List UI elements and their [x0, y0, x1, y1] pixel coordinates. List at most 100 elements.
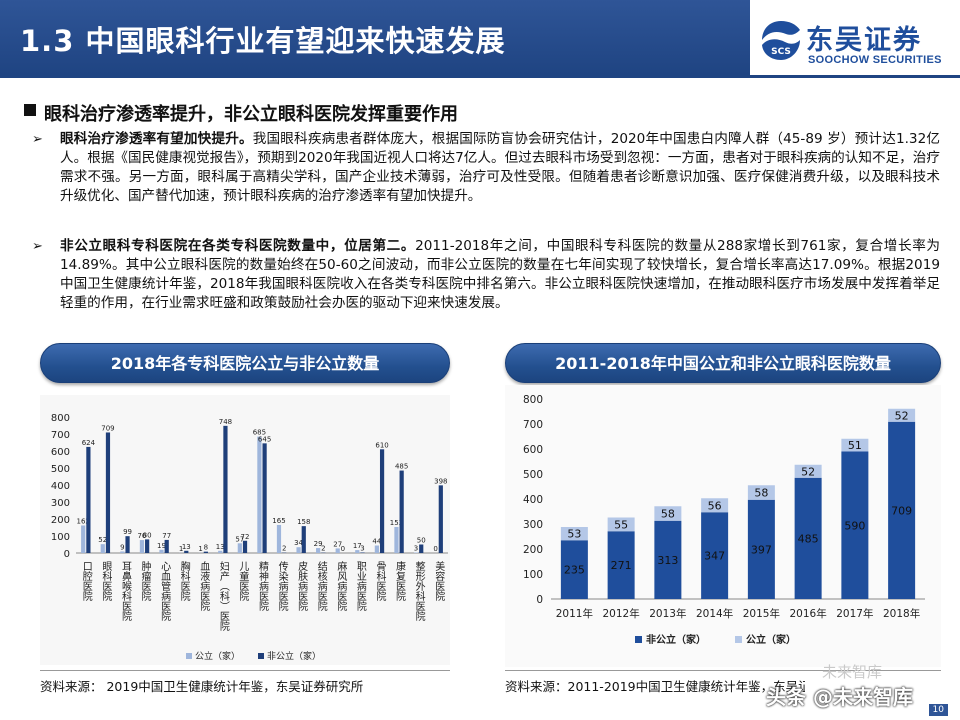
bar-public	[276, 524, 282, 553]
bar-public	[316, 548, 321, 553]
data-label: 52	[98, 536, 107, 544]
y-tick-label: 700	[51, 430, 70, 441]
x-tick-label: 2017年	[836, 607, 873, 620]
x-tick-label: 整形外科医院	[413, 560, 425, 622]
data-label: 313	[657, 554, 678, 567]
watermark: 未来智库 头条 @未来智库	[762, 663, 960, 713]
data-label: 77	[162, 532, 171, 540]
x-tick-label: 2015年	[743, 607, 780, 620]
bar-private	[223, 425, 228, 553]
data-label: 347	[704, 550, 725, 563]
x-tick-label: 2014年	[696, 607, 733, 620]
bar-private	[242, 540, 248, 553]
bar-private	[86, 446, 91, 553]
data-label: 29	[314, 540, 323, 548]
data-label: 709	[101, 424, 114, 432]
data-label: 485	[798, 532, 819, 545]
data-label: 1	[179, 545, 183, 553]
legend-label: 非公立（家）	[646, 633, 706, 646]
x-tick-label: 皮肤病医院	[296, 560, 308, 612]
left-chart-title: 2018年各专科医院公立与非公立数量	[40, 343, 450, 383]
data-label: 52	[801, 465, 815, 478]
x-tick-label: 妇产（科）医院	[217, 560, 229, 632]
logo-mark-icon: SCS	[762, 21, 800, 60]
y-tick-label: 500	[523, 469, 543, 481]
data-label: 2	[321, 545, 325, 553]
bar-public	[218, 550, 223, 553]
header-banner: 1.3 中国眼科行业有望迎来快速发展	[0, 0, 750, 75]
x-tick-label: 2013年	[649, 607, 686, 620]
data-label: 52	[895, 409, 909, 422]
bar-public	[841, 438, 869, 452]
bar-private	[125, 536, 130, 553]
x-tick-label: 口腔医院	[80, 561, 92, 602]
legend-label: 非公立（家）	[267, 650, 321, 662]
data-label: 0	[341, 545, 345, 553]
x-tick-label: 骨科医院	[374, 561, 386, 602]
data-label: 57	[235, 535, 244, 543]
data-label: 80	[143, 531, 152, 539]
right-source-note: 资料来源：2011-2019中国卫生健康统计年鉴，东吴证券研究所	[505, 679, 805, 694]
y-tick-label: 200	[51, 515, 70, 526]
paragraph-penetration: 眼科治疗渗透率有望加快提升。我国眼科疾病患者群体庞大，根据国际防盲协会研究估计，…	[60, 130, 940, 206]
bar-private	[379, 449, 385, 553]
section-title: 眼科治疗渗透率提升，非公立眼科医院发挥重要作用	[44, 104, 458, 125]
bar-private	[841, 451, 869, 599]
bar-private	[399, 470, 404, 553]
source-divider-right	[505, 670, 941, 671]
bullet-arrow-icon: ➢	[32, 239, 43, 254]
logo-mark-text: SCS	[771, 47, 791, 57]
data-label: 1	[198, 545, 202, 553]
bar-private	[184, 550, 189, 553]
bar-public	[257, 436, 262, 553]
right-chart: 0 100 200 300 400 500 600 700 800 235 53 2011年 271 55…	[523, 394, 925, 646]
bar-private	[145, 539, 150, 553]
legend-swatch	[258, 653, 264, 659]
y-tick-label: 500	[51, 464, 70, 475]
data-label: 13	[216, 543, 225, 551]
data-label: 56	[708, 499, 722, 512]
legend-label: 公立（家）	[195, 650, 240, 662]
y-tick-label: 0	[536, 594, 543, 606]
paragraph-body: 我国眼科疾病患者群体庞大，根据国际防盲协会研究估计，2020年中国患白内障人群（…	[60, 131, 941, 204]
bar-public	[335, 548, 340, 553]
data-label: 58	[661, 508, 675, 521]
data-label: 53	[567, 528, 581, 541]
data-label: 158	[297, 518, 310, 526]
data-label: 58	[754, 487, 768, 500]
data-label: 8	[204, 544, 208, 552]
y-tick-label: 100	[523, 569, 543, 581]
x-tick-label: 儿童医院	[237, 561, 249, 602]
brand-logo: SCS 东吴证券 SOOCHOW SECURITIES	[758, 14, 954, 70]
bar-private	[164, 539, 169, 553]
x-tick-label: 美容医院	[433, 560, 445, 602]
paragraph-body: 2011-2018年之间，中国眼科专科医院的数量从288家增长到761家，复合增…	[60, 238, 940, 311]
x-tick-label: 耳鼻喉科医院	[119, 561, 131, 622]
bar-private	[105, 432, 111, 553]
data-label: 235	[564, 564, 585, 577]
x-tick-label: 麻风病医院	[335, 560, 347, 612]
bar-public	[81, 525, 86, 553]
bar-private	[654, 520, 682, 599]
watermark-text: 头条 @未来智库	[766, 685, 913, 709]
bar-public	[355, 550, 360, 553]
data-label: 51	[848, 439, 862, 452]
x-tick-label: 2012年	[603, 607, 640, 620]
bar-private	[203, 551, 208, 553]
data-label: 485	[395, 463, 408, 471]
data-label: 44	[372, 538, 381, 546]
header-rule	[0, 75, 960, 78]
bar-public	[374, 545, 379, 553]
y-tick-label: 600	[523, 444, 543, 456]
x-tick-label: 2011年	[556, 607, 593, 620]
x-tick-label: 职业病医院	[354, 561, 366, 612]
data-label: 162	[77, 517, 90, 525]
bar-private	[262, 443, 267, 553]
data-label: 50	[417, 537, 426, 545]
bar-public	[296, 547, 301, 553]
data-label: 624	[82, 439, 96, 447]
bar-private	[419, 544, 424, 553]
y-tick-label: 300	[51, 498, 70, 509]
data-label: 72	[241, 533, 250, 541]
bar-public	[413, 552, 419, 553]
